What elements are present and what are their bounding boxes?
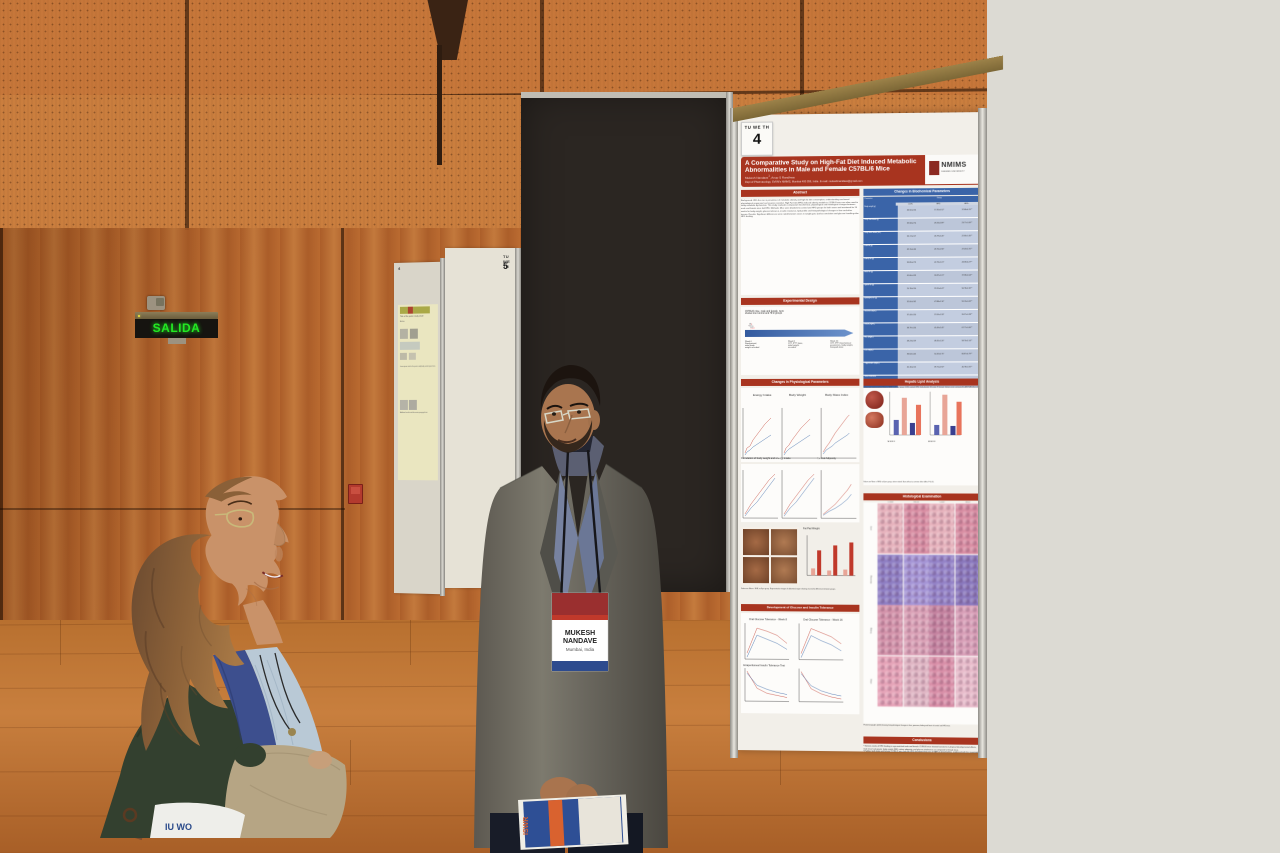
svg-text:Body Weight: Body Weight <box>789 393 806 397</box>
svg-text:MUKESH: MUKESH <box>565 630 595 637</box>
svg-text:Intraperitoneal Insulin Tolera: Intraperitoneal Insulin Tolerance Test <box>743 663 785 667</box>
svg-text:Energy Intake: Energy Intake <box>753 393 772 397</box>
svg-text:Mumbai, India: Mumbai, India <box>566 647 595 652</box>
svg-text:M M F F: M M F F <box>928 441 936 443</box>
svg-text:Body Mass Index: Body Mass Index <box>825 393 849 397</box>
svg-text:IU WO: IU WO <box>165 822 192 832</box>
svg-text:Oral Glucose Tolerance - Week: Oral Glucose Tolerance - Week 16 <box>803 617 843 621</box>
svg-text:NANDAVE: NANDAVE <box>563 638 597 645</box>
svg-text:ISWR: ISWR <box>523 817 530 835</box>
svg-text:M M F F: M M F F <box>888 441 896 443</box>
svg-text:Oral Glucose Tolerance - Week: Oral Glucose Tolerance - Week 8 <box>749 617 788 621</box>
